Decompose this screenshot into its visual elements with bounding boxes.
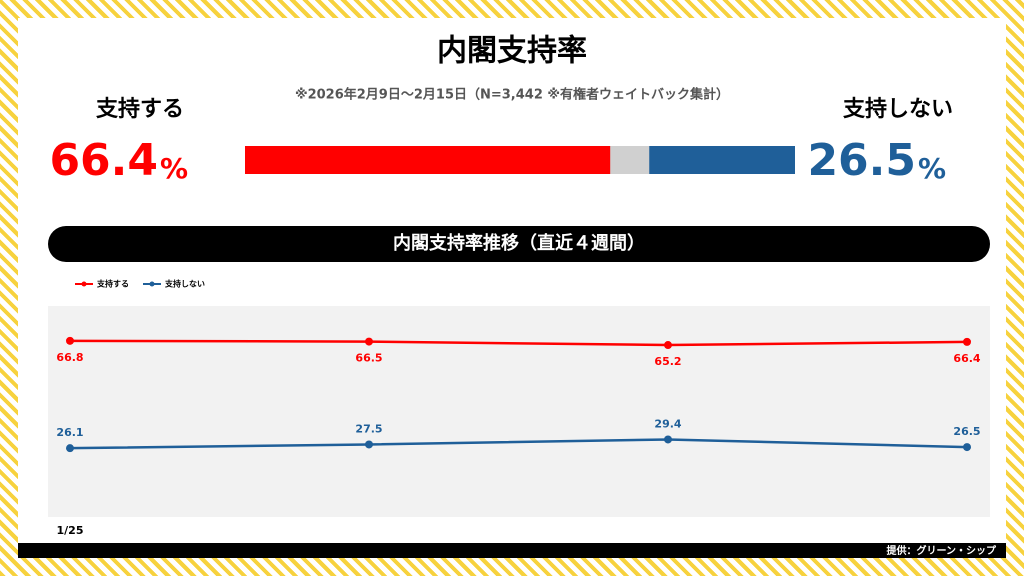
footer xyxy=(18,543,1006,558)
data-label: 26.1 xyxy=(56,426,83,439)
summary-label: 支持しない xyxy=(843,97,953,122)
data-label: 65.2 xyxy=(654,355,681,368)
legend-label: 支持しない xyxy=(164,279,205,289)
section-title: 内閣支持率推移（直近４週間） xyxy=(393,232,645,254)
summary-value: 66.4 xyxy=(49,135,158,186)
summary-value: 26.5 xyxy=(807,135,916,186)
data-label: 66.5 xyxy=(355,352,382,365)
point xyxy=(66,336,74,345)
plot-area xyxy=(48,306,990,517)
line xyxy=(69,339,968,347)
summary-label: 支持する xyxy=(96,97,184,122)
x-tick-label: 1/25 xyxy=(57,524,84,537)
summary-unit: % xyxy=(918,152,946,185)
point xyxy=(963,443,971,452)
source: 提供：グリーン・シップ xyxy=(887,544,997,557)
summary-unit: % xyxy=(160,152,188,185)
point xyxy=(365,440,373,449)
data-label: 26.5 xyxy=(953,425,980,438)
section-header xyxy=(48,226,990,262)
data-label: 66.4 xyxy=(953,352,980,365)
point xyxy=(365,337,373,346)
point xyxy=(664,435,672,444)
line xyxy=(69,438,968,450)
subtitle: ※2026年2月9日～2月15日（N=3,442 ※有権者ウェイトバック集計） xyxy=(295,87,729,103)
bar-segment xyxy=(245,146,611,174)
bar-segment xyxy=(649,146,795,174)
legend-marker xyxy=(81,281,87,287)
title: 内閣支持率 xyxy=(437,34,587,69)
point xyxy=(66,444,74,453)
legend-label: 支持する xyxy=(96,279,129,289)
data-label: 29.4 xyxy=(654,417,681,430)
point xyxy=(963,337,971,346)
point xyxy=(664,341,672,350)
data-label: 27.5 xyxy=(355,422,382,435)
data-label: 66.8 xyxy=(56,351,83,364)
legend-marker xyxy=(149,281,155,287)
